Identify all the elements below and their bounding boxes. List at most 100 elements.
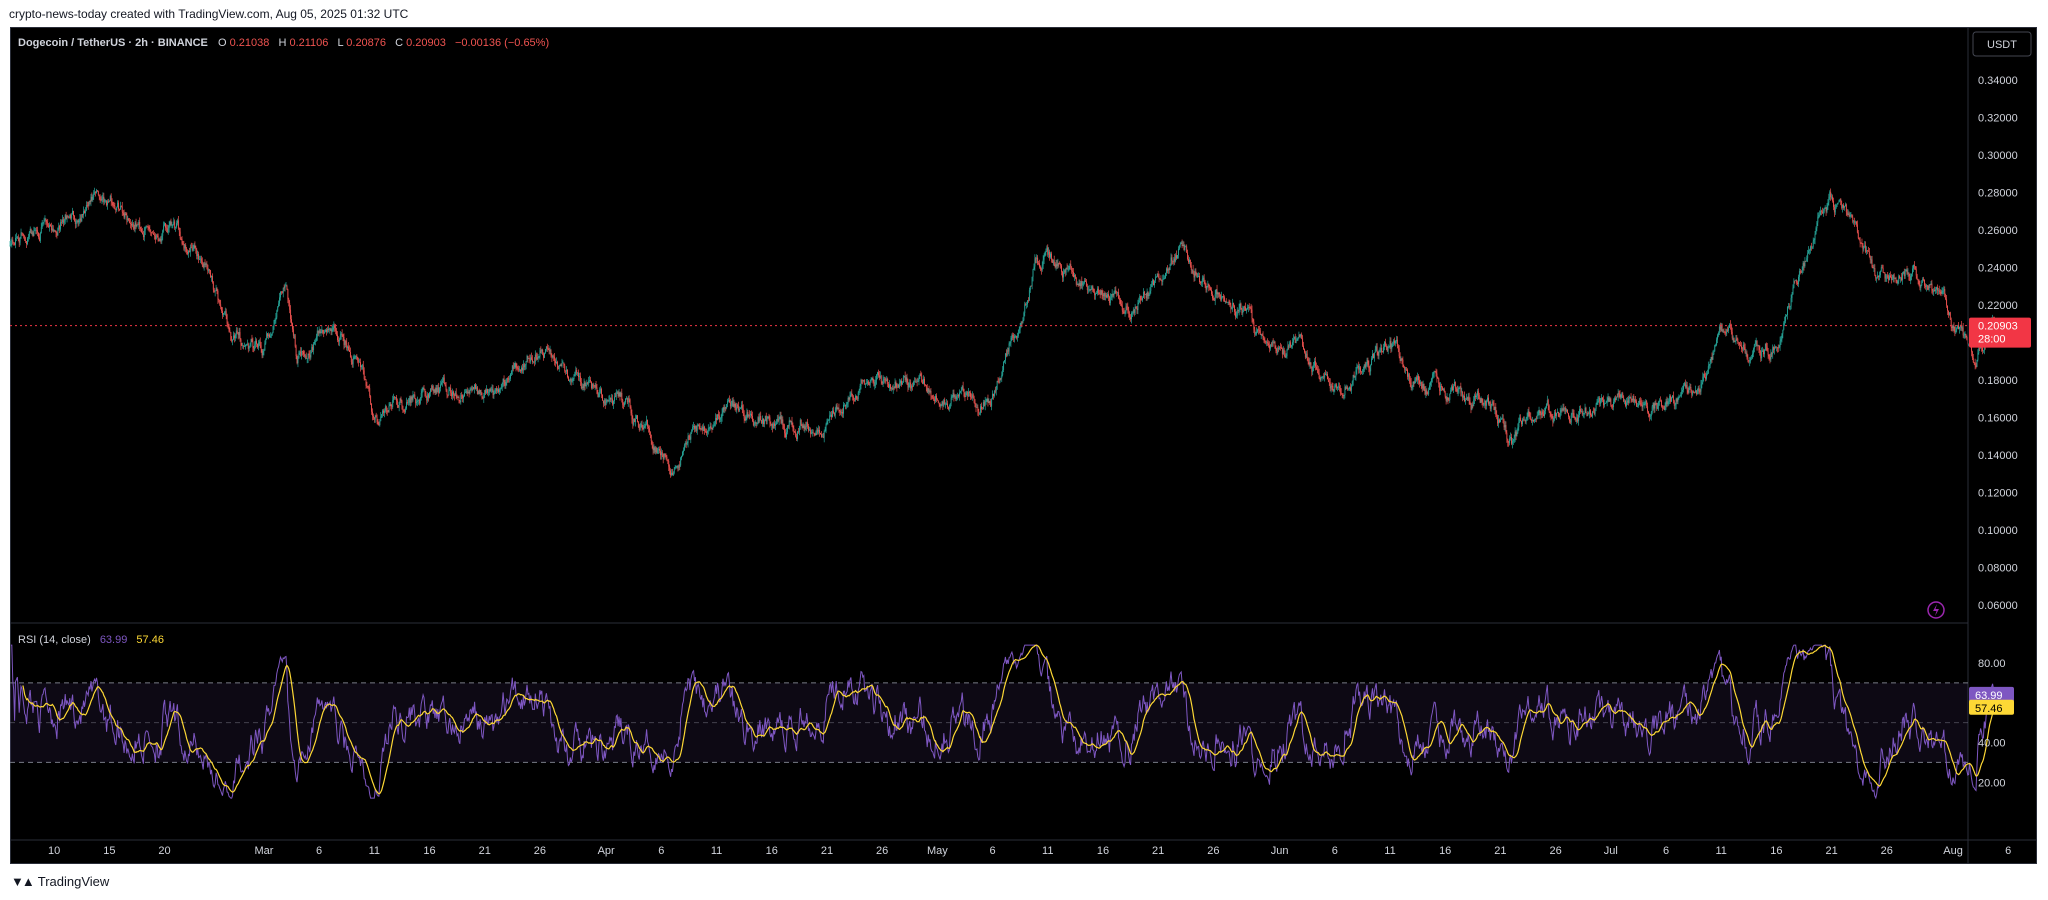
- candle-body: [527, 355, 529, 359]
- candle-body: [1936, 287, 1938, 291]
- tradingview-logo[interactable]: ▼▲ TradingView: [11, 874, 109, 889]
- candle-body: [687, 436, 689, 443]
- candle-body: [890, 388, 892, 389]
- candle-body: [883, 379, 885, 381]
- candle-body: [1439, 384, 1441, 391]
- candle-body: [1308, 362, 1310, 365]
- rsi-axis-tick: 20.00: [1978, 777, 2006, 789]
- candle-body: [29, 228, 31, 232]
- candle-body: [398, 402, 400, 408]
- candle-body: [1336, 384, 1338, 389]
- candle-body: [1954, 331, 1956, 333]
- candle-body: [494, 389, 496, 394]
- candle-body: [1836, 204, 1838, 205]
- candle-body: [1105, 295, 1107, 297]
- candle-body: [69, 214, 71, 218]
- candle-body: [1339, 388, 1341, 393]
- candle-body: [1925, 285, 1927, 287]
- candle-body: [1927, 286, 1929, 290]
- candle-body: [820, 433, 821, 435]
- candle-body: [1002, 370, 1004, 376]
- candle-body: [1542, 411, 1544, 415]
- candle-body: [1011, 335, 1013, 338]
- candle-body: [1323, 376, 1325, 378]
- candle-body: [1346, 387, 1348, 389]
- candle-body: [1076, 283, 1078, 285]
- candle-body: [804, 426, 806, 429]
- candle-body: [1903, 271, 1905, 277]
- candle-body: [1189, 259, 1191, 266]
- candle-body: [463, 396, 465, 399]
- candle-body: [225, 311, 227, 315]
- candle-body: [545, 346, 547, 350]
- candle-body: [715, 417, 717, 424]
- candle-body: [1355, 370, 1357, 377]
- symbol-title[interactable]: Dogecoin / TetherUS · 2h · BINANCE: [18, 37, 208, 49]
- candle-body: [1134, 306, 1136, 313]
- candle-body: [532, 359, 534, 362]
- candle-body: [1294, 336, 1296, 343]
- candle-body: [821, 436, 823, 438]
- candle-body: [1392, 341, 1394, 345]
- candle-body: [957, 395, 959, 397]
- candle-body: [1804, 260, 1806, 267]
- candle-body: [1209, 287, 1211, 289]
- candle-body: [1593, 411, 1595, 414]
- candle-body: [1384, 342, 1386, 346]
- lightning-icon[interactable]: [1927, 601, 1945, 619]
- candle-body: [1628, 398, 1630, 403]
- candle-body: [257, 343, 259, 348]
- candle-body: [1737, 338, 1739, 342]
- candle-body: [354, 356, 356, 358]
- candle-body: [1728, 327, 1730, 331]
- candle-body: [370, 395, 372, 404]
- candle-body: [240, 339, 242, 346]
- candle-body: [291, 319, 292, 324]
- candle-body: [1976, 359, 1978, 367]
- candle-body: [1097, 288, 1099, 293]
- candle-body: [279, 297, 281, 304]
- candle-body: [1262, 335, 1264, 339]
- candle-body: [452, 391, 453, 397]
- candle-body: [1455, 388, 1457, 389]
- candle-body: [895, 382, 897, 388]
- candle-body: [1669, 396, 1671, 402]
- candle-body: [1301, 334, 1303, 339]
- candle-body: [1181, 242, 1183, 246]
- candle-body: [1384, 342, 1385, 348]
- currency-button[interactable]: USDT: [1972, 31, 2032, 57]
- price-axis-tick: 0.28000: [1978, 188, 2018, 200]
- candle-body: [1523, 419, 1525, 421]
- candle-body: [1250, 307, 1252, 310]
- candle-body: [1777, 347, 1779, 349]
- last-price-tag: 0.20903 28:00: [1969, 317, 2031, 348]
- candle-body: [1115, 290, 1117, 292]
- candle-body: [1403, 366, 1405, 368]
- candle-body: [1218, 292, 1220, 294]
- candle-body: [731, 400, 733, 406]
- candle-body: [1399, 356, 1401, 361]
- candle-body: [72, 210, 74, 215]
- candle-body: [406, 402, 408, 403]
- candle-body: [640, 424, 642, 425]
- candle-body: [1789, 306, 1791, 307]
- candle-body: [353, 357, 355, 360]
- candle-body: [1609, 398, 1611, 402]
- candle-body: [869, 381, 871, 385]
- candle-body: [783, 425, 785, 429]
- candle-body: [1001, 375, 1003, 379]
- candle-body: [1944, 289, 1946, 298]
- candle-body: [585, 385, 587, 386]
- candle-body: [1621, 393, 1623, 395]
- candle-body: [1035, 258, 1037, 260]
- candle-body: [575, 369, 577, 373]
- candle-body: [1811, 246, 1813, 248]
- candle-body: [1251, 309, 1253, 319]
- candle-body: [1680, 394, 1682, 397]
- candle-body: [450, 387, 452, 393]
- candle-body: [59, 225, 61, 230]
- candle-body: [1936, 287, 1937, 290]
- candle-body: [1360, 367, 1362, 372]
- candle-body: [442, 377, 444, 382]
